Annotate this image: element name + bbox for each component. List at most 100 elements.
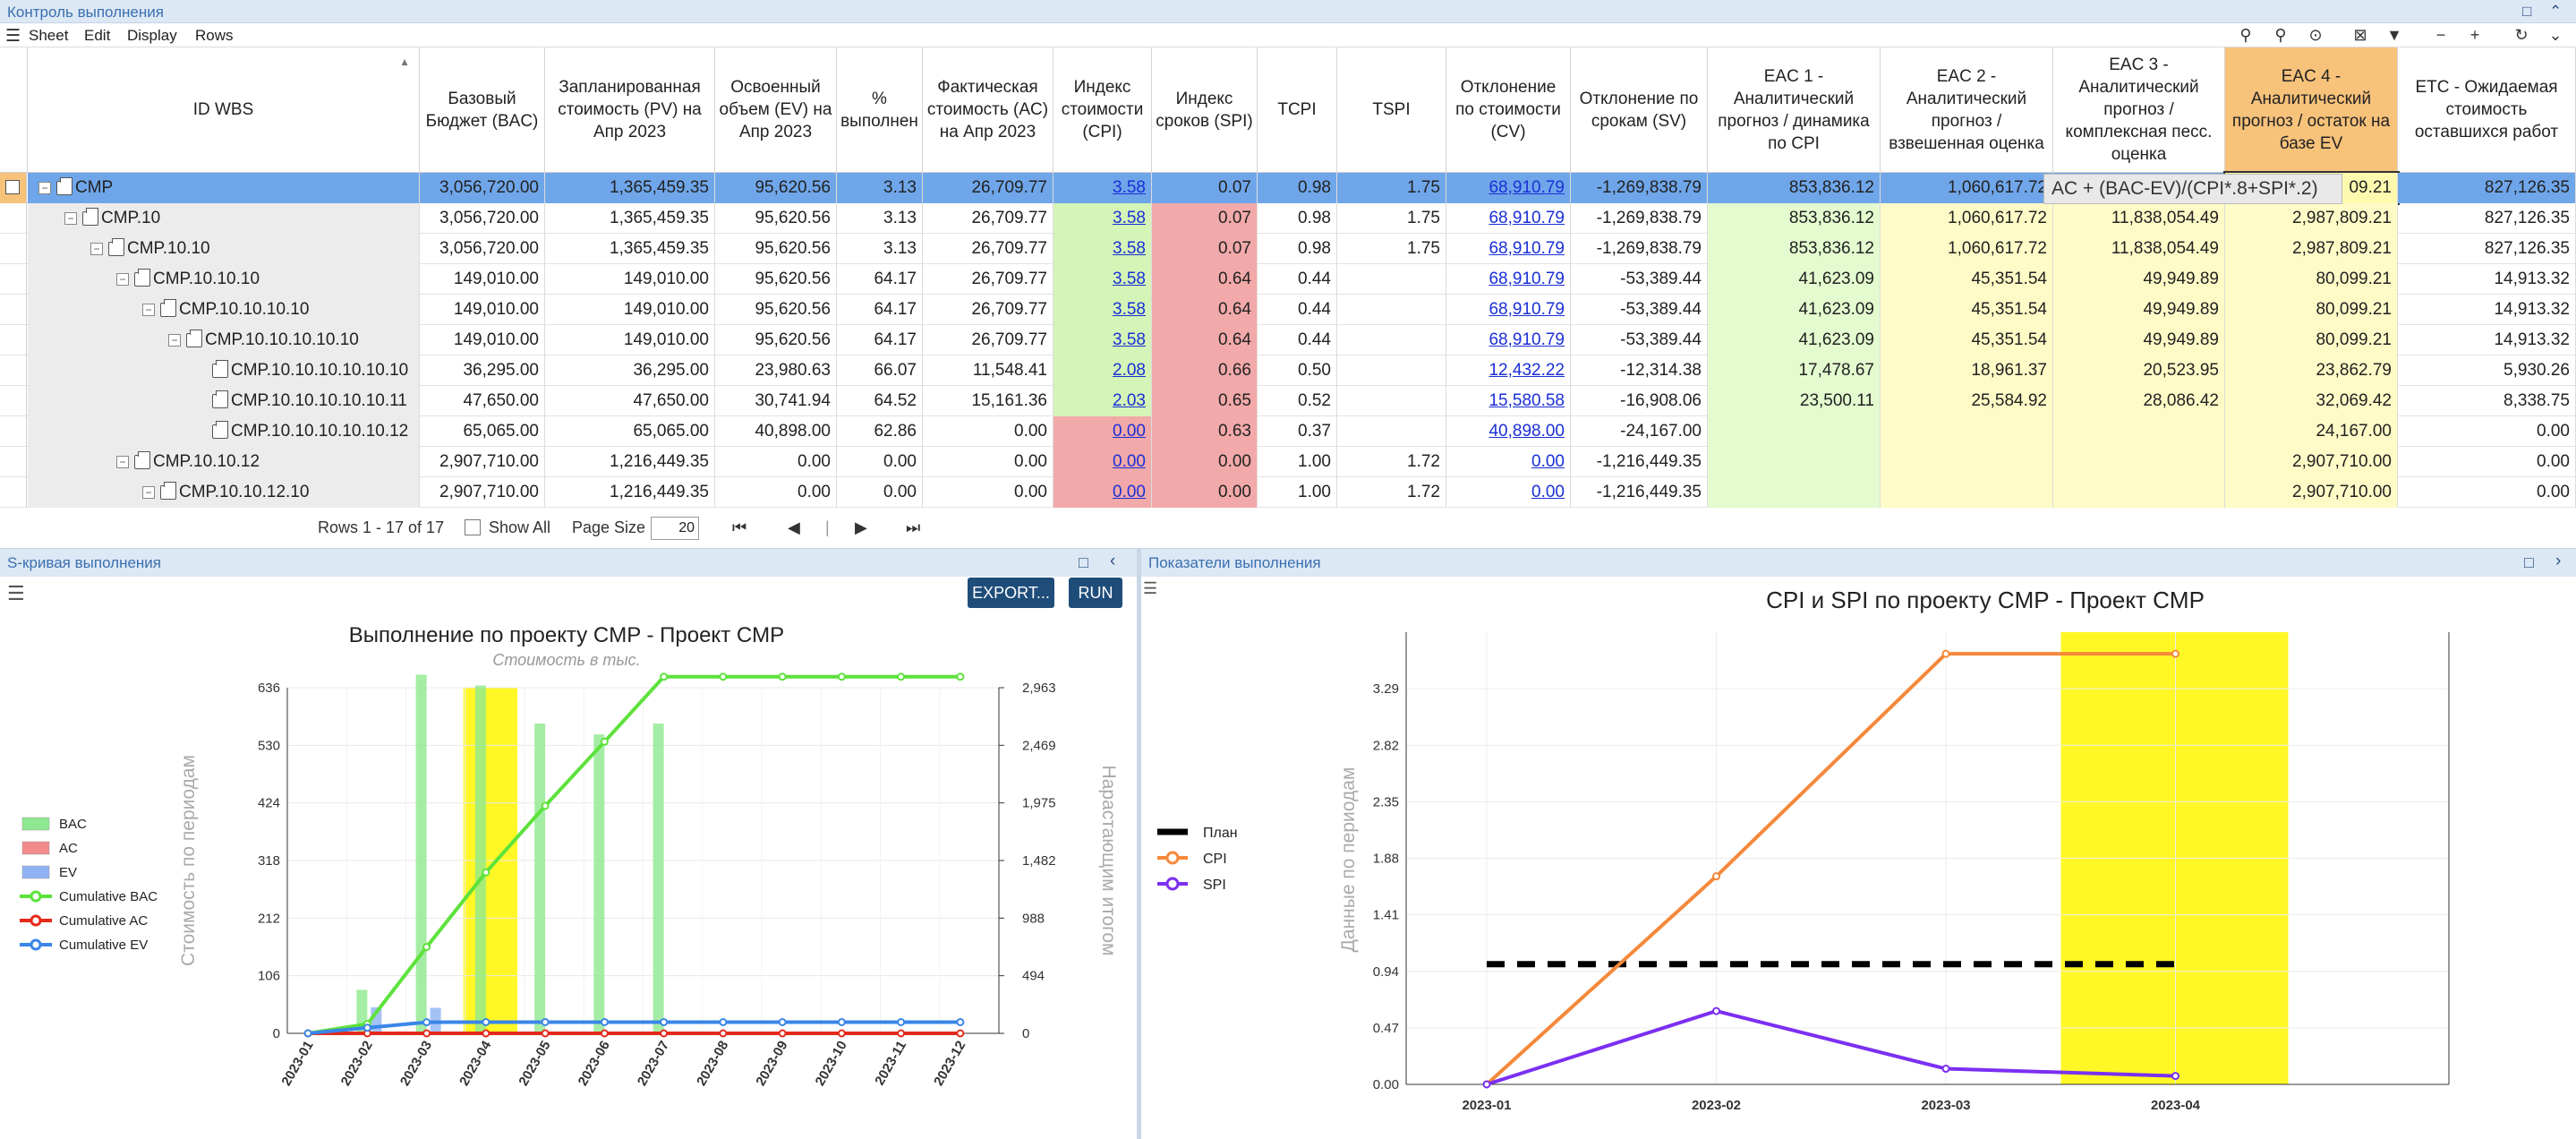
table-row[interactable]: − CMP.10.10.12 2,907,710.00 1,216,449.35 0.0…: [0, 447, 2576, 477]
etc-cell[interactable]: 0.00: [2398, 477, 2576, 508]
eac4-cell[interactable]: 80,099.21: [2225, 325, 2398, 355]
expand-icon[interactable]: +: [2469, 26, 2480, 44]
eac1-cell[interactable]: 41,623.09: [1708, 295, 1881, 325]
ev-cell[interactable]: 95,620.56: [715, 234, 837, 264]
maximize-icon[interactable]: □: [1079, 553, 1088, 571]
maximize-icon[interactable]: □: [2522, 3, 2532, 20]
ev-cell[interactable]: 95,620.56: [715, 264, 837, 295]
pct-cell[interactable]: 64.17: [837, 295, 923, 325]
cv-cell[interactable]: 15,580.58: [1446, 386, 1571, 416]
eac1-cell[interactable]: [1708, 477, 1881, 508]
col-header-etc[interactable]: ETC - Ожидаемая стоимость оставшихся раб…: [2398, 47, 2576, 173]
col-header-ac[interactable]: Фактическая стоимость (AC) на Апр 2023: [923, 47, 1053, 173]
table-row[interactable]: − CMP.10.10.10 149,010.00 149,010.00 95,620.…: [0, 264, 2576, 295]
cpi-value[interactable]: 0.00: [1113, 422, 1146, 441]
menu-sheet[interactable]: Sheet: [29, 27, 69, 44]
ac-cell[interactable]: 26,709.77: [923, 203, 1053, 234]
spi-cell[interactable]: 0.63: [1152, 416, 1258, 447]
filter-icon[interactable]: ▼: [2386, 26, 2402, 44]
pv-cell[interactable]: 149,010.00: [545, 325, 715, 355]
bac-cell[interactable]: 3,056,720.00: [420, 173, 545, 203]
pv-cell[interactable]: 36,295.00: [545, 355, 715, 386]
cv-cell[interactable]: 68,910.79: [1446, 264, 1571, 295]
ev-cell[interactable]: 0.00: [715, 447, 837, 477]
cpi-value[interactable]: 0.00: [1113, 483, 1146, 501]
bac-cell[interactable]: 2,907,710.00: [420, 477, 545, 508]
eac4-cell[interactable]: 2,907,710.00: [2225, 477, 2398, 508]
cv-cell[interactable]: 12,432.22: [1446, 355, 1571, 386]
cv-value[interactable]: 68,910.79: [1488, 209, 1565, 227]
wbs-id-cell[interactable]: − CMP.10.10.10.10: [28, 295, 420, 325]
cpi-value[interactable]: 0.00: [1113, 452, 1146, 471]
row-selector[interactable]: [0, 477, 27, 508]
eac2-cell[interactable]: 18,961.37: [1881, 355, 2053, 386]
eac1-cell[interactable]: 853,836.12: [1708, 203, 1881, 234]
tspi-cell[interactable]: [1337, 295, 1446, 325]
spi-cell[interactable]: 0.66: [1152, 355, 1258, 386]
cpi-cell[interactable]: 3.58: [1053, 203, 1152, 234]
cv-cell[interactable]: 68,910.79: [1446, 295, 1571, 325]
ev-cell[interactable]: 95,620.56: [715, 325, 837, 355]
ev-cell[interactable]: 40,898.00: [715, 416, 837, 447]
cpi-cell[interactable]: 3.58: [1053, 325, 1152, 355]
ac-cell[interactable]: 26,709.77: [923, 264, 1053, 295]
cpi-cell[interactable]: 2.03: [1053, 386, 1152, 416]
eac4-cell[interactable]: 2,987,809.21: [2225, 234, 2398, 264]
ev-cell[interactable]: 30,741.94: [715, 386, 837, 416]
tspi-cell[interactable]: 1.72: [1337, 477, 1446, 508]
cpi-cell[interactable]: 3.58: [1053, 295, 1152, 325]
eac3-cell[interactable]: [2053, 447, 2225, 477]
maximize-icon[interactable]: □: [2524, 553, 2534, 571]
etc-cell[interactable]: 14,913.32: [2398, 264, 2576, 295]
eac3-cell[interactable]: 11,838,054.49: [2053, 203, 2225, 234]
tspi-cell[interactable]: [1337, 355, 1446, 386]
col-header-pv[interactable]: Запланированная стоимость (PV) на Апр 20…: [545, 47, 715, 173]
eac3-cell[interactable]: [2053, 416, 2225, 447]
wbs-id-cell[interactable]: − CMP.10.10: [28, 234, 420, 264]
cv-cell[interactable]: 68,910.79: [1446, 234, 1571, 264]
ac-cell[interactable]: 26,709.77: [923, 325, 1053, 355]
row-selector[interactable]: [0, 173, 27, 203]
cpi-cell[interactable]: 0.00: [1053, 416, 1152, 447]
row-selector[interactable]: [0, 234, 27, 264]
row-selector[interactable]: [0, 416, 27, 447]
collapse-toggle-icon[interactable]: −: [116, 455, 129, 468]
bac-cell[interactable]: 2,907,710.00: [420, 447, 545, 477]
row-selector[interactable]: [0, 355, 27, 386]
pct-cell[interactable]: 3.13: [837, 173, 923, 203]
tspi-cell[interactable]: 1.75: [1337, 234, 1446, 264]
eac3-cell[interactable]: 20,523.95: [2053, 355, 2225, 386]
spi-cell[interactable]: 0.64: [1152, 264, 1258, 295]
wbs-id-cell[interactable]: − CMP.10.10.12: [28, 447, 420, 477]
spi-cell[interactable]: 0.00: [1152, 447, 1258, 477]
hamburger-menu-icon[interactable]: ☰: [5, 27, 21, 46]
tspi-cell[interactable]: 1.75: [1337, 173, 1446, 203]
table-row[interactable]: − CMP.10 3,056,720.00 1,365,459.35 95,620.56…: [0, 203, 2576, 234]
eac2-cell[interactable]: 45,351.54: [1881, 264, 2053, 295]
etc-cell[interactable]: 14,913.32: [2398, 325, 2576, 355]
cv-value[interactable]: 68,910.79: [1488, 239, 1565, 258]
eac1-cell[interactable]: 853,836.12: [1708, 234, 1881, 264]
zoom-reset-icon[interactable]: ⊙: [2308, 26, 2323, 44]
tspi-cell[interactable]: [1337, 386, 1446, 416]
ac-cell[interactable]: 15,161.36: [923, 386, 1053, 416]
eac4-cell[interactable]: 2,987,809.21: [2225, 203, 2398, 234]
wbs-id-cell[interactable]: CMP.10.10.10.10.10.12: [28, 416, 420, 447]
ev-cell[interactable]: 23,980.63: [715, 355, 837, 386]
eac1-cell[interactable]: 853,836.12: [1708, 173, 1881, 203]
col-header-eac2[interactable]: EAC 2 - Аналитический прогноз / взвешенн…: [1881, 47, 2053, 173]
tspi-cell[interactable]: [1337, 325, 1446, 355]
sv-cell[interactable]: -1,269,838.79: [1571, 173, 1708, 203]
cv-value[interactable]: 68,910.79: [1488, 330, 1565, 349]
tcpi-cell[interactable]: 0.98: [1258, 173, 1337, 203]
tspi-cell[interactable]: [1337, 264, 1446, 295]
eac4-cell[interactable]: 32,069.42: [2225, 386, 2398, 416]
panel-splitter[interactable]: [1137, 548, 1141, 1139]
zoom-in-icon[interactable]: ⚲: [2274, 26, 2287, 44]
prev-page-icon[interactable]: ◀: [788, 518, 800, 536]
eac2-cell[interactable]: 1,060,617.72: [1881, 173, 2053, 203]
tspi-cell[interactable]: 1.72: [1337, 447, 1446, 477]
menu-edit[interactable]: Edit: [84, 27, 111, 44]
col-header-ev[interactable]: Освоенный объем (EV) на Апр 2023: [715, 47, 837, 173]
col-header-pct[interactable]: % выполнен: [837, 47, 923, 173]
